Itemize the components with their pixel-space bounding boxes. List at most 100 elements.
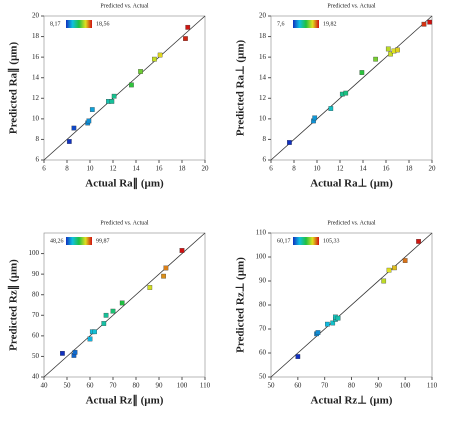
point	[421, 21, 427, 27]
point	[183, 36, 188, 41]
y-tick-label: 8	[36, 135, 40, 143]
x-tick-label: 60	[294, 382, 302, 390]
y-tick-label: 90	[32, 270, 40, 278]
x-tick-label: 12	[110, 165, 118, 173]
y-tick-label: 18	[32, 32, 40, 40]
chart-panel: Predicted vs. Actual 50 60 70 80 90 100 110 50 60…	[235, 220, 438, 406]
point	[86, 118, 92, 124]
point	[328, 106, 334, 111]
x-axis-label: Actual Ra⊥ (µm)	[310, 178, 393, 190]
y-tick-label: 8	[263, 135, 267, 143]
y-tick-label: 12	[259, 94, 267, 102]
point	[386, 267, 392, 273]
point	[111, 93, 117, 99]
point	[330, 320, 336, 326]
y-tick-label: 80	[32, 290, 40, 298]
chart-panel: Predicted vs. Actual 6 8 10 12 14 16 18 20 6 8 10 12…	[235, 3, 436, 189]
point	[138, 69, 143, 74]
colorbar-max: 105,33	[323, 238, 340, 244]
chart-title: Predicted vs. Actual	[100, 220, 148, 226]
y-tick-label: 60	[32, 331, 40, 339]
y-tick-label: 110	[256, 229, 267, 237]
point	[402, 258, 408, 263]
reference-line	[270, 232, 433, 378]
y-tick-label: 20	[32, 12, 40, 20]
y-tick-label: 12	[32, 94, 40, 102]
y-tick-label: 40	[32, 373, 40, 381]
x-tick-label: 16	[383, 165, 391, 173]
x-tick-label: 10	[87, 165, 95, 173]
x-axis-label: Actual Rz∥ (µm)	[86, 395, 164, 407]
colorbar-max: 18,56	[96, 21, 110, 27]
point	[147, 285, 153, 290]
point	[295, 354, 301, 359]
x-tick-label: 14	[360, 165, 368, 173]
point	[325, 321, 330, 327]
point	[427, 19, 433, 25]
point	[359, 70, 365, 75]
y-tick-label: 100	[29, 249, 40, 257]
plot-frame	[43, 15, 206, 161]
x-tick-label: 8	[292, 165, 296, 173]
point	[92, 329, 97, 335]
y-tick-label: 10	[259, 114, 267, 122]
y-tick-label: 14	[32, 73, 40, 81]
x-tick-label: 18	[406, 165, 414, 173]
plot-frame	[43, 232, 206, 378]
y-tick-label: 16	[32, 53, 40, 61]
point	[395, 47, 400, 53]
x-axis-label: Actual Ra∥ (µm)	[85, 178, 164, 190]
x-tick-label: 8	[65, 165, 69, 173]
x-tick-label: 50	[268, 382, 276, 390]
point	[163, 265, 169, 271]
colorbar	[66, 237, 92, 245]
colorbar	[66, 20, 92, 28]
y-tick-label: 14	[259, 73, 267, 81]
colorbar-min: 60,17	[277, 238, 291, 244]
y-tick-label: 6	[263, 156, 267, 164]
x-tick-label: 50	[64, 382, 72, 390]
x-tick-label: 70	[321, 382, 329, 390]
x-tick-label: 70	[110, 382, 118, 390]
point	[315, 330, 321, 335]
x-tick-label: 110	[200, 382, 211, 390]
point	[312, 115, 318, 121]
point	[343, 90, 349, 96]
x-tick-label: 40	[41, 382, 49, 390]
x-tick-label: 20	[429, 165, 437, 173]
chart-title: Predicted vs. Actual	[327, 220, 375, 226]
x-tick-label: 90	[375, 382, 383, 390]
y-tick-label: 60	[259, 349, 267, 357]
point	[119, 300, 125, 306]
x-axis-label: Actual Rz⊥ (µm)	[311, 395, 393, 407]
x-tick-label: 6	[269, 165, 273, 173]
point	[185, 24, 191, 30]
x-tick-label: 16	[156, 165, 164, 173]
y-tick-label: 50	[32, 352, 40, 360]
y-tick-label: 18	[259, 32, 267, 40]
y-axis-label: Predicted Ra⊥ (µm)	[235, 39, 247, 136]
y-tick-label: 80	[259, 301, 267, 309]
chart-panel: Predicted vs. Actual 6 8 10 12 14 16 18 20 6 8 10 12…	[8, 3, 209, 189]
point	[66, 139, 72, 144]
x-tick-label: 100	[400, 382, 411, 390]
x-tick-label: 14	[133, 165, 141, 173]
point	[157, 52, 163, 58]
reference-line	[43, 15, 206, 161]
point	[110, 308, 116, 314]
colorbar-min: 8,17	[50, 21, 61, 27]
x-tick-label: 80	[133, 382, 141, 390]
colorbar-max: 99,87	[96, 238, 110, 244]
x-tick-label: 60	[87, 382, 95, 390]
point	[392, 265, 397, 271]
y-tick-label: 100	[256, 253, 267, 261]
y-tick-label: 16	[259, 53, 267, 61]
point	[179, 248, 185, 253]
colorbar	[293, 20, 319, 28]
y-tick-label: 90	[259, 277, 267, 285]
point	[416, 239, 421, 244]
chart-panel: Predicted vs. Actual 40 50 60 70 80 90 100 110 40…	[8, 220, 211, 406]
x-tick-label: 100	[177, 382, 188, 390]
x-tick-label: 12	[337, 165, 345, 173]
